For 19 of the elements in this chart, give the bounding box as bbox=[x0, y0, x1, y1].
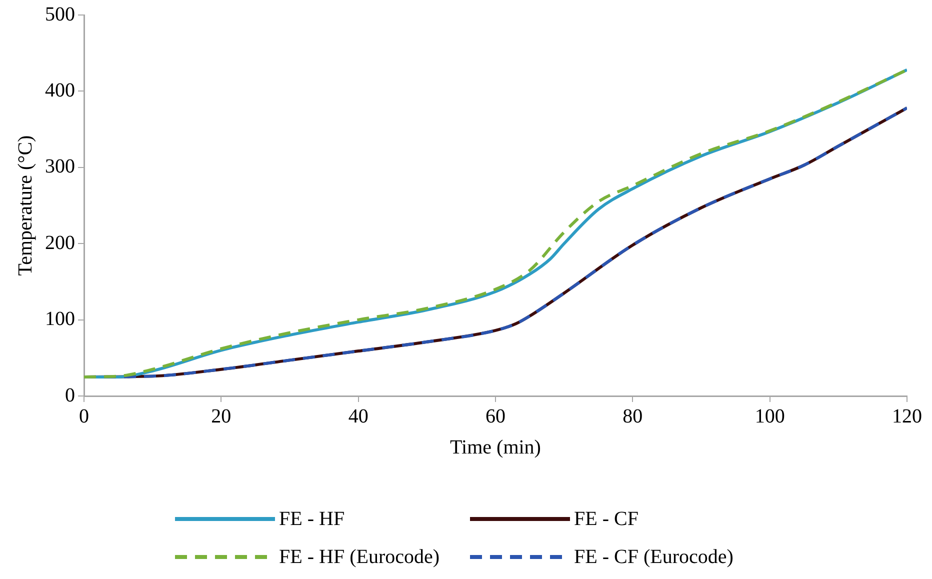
legend-label: FE - HF bbox=[279, 508, 345, 530]
y-axis-title: Temperature (°C) bbox=[14, 135, 36, 276]
x-tick-label: 60 bbox=[486, 405, 506, 428]
x-tick-label: 40 bbox=[348, 405, 368, 428]
legend-label: FE - CF (Eurocode) bbox=[574, 546, 734, 568]
y-tick-label: 0 bbox=[65, 384, 75, 406]
x-axis-title: Time (min) bbox=[450, 436, 541, 458]
x-tick-label: 20 bbox=[211, 405, 232, 428]
x-tick-label: 100 bbox=[754, 405, 785, 428]
x-tick-label: 0 bbox=[79, 405, 89, 428]
y-tick-label: 200 bbox=[45, 232, 75, 254]
y-tick-label: 100 bbox=[45, 308, 75, 330]
y-tick-label: 500 bbox=[45, 3, 75, 26]
x-tick-label: 80 bbox=[622, 405, 643, 428]
y-tick-label: 400 bbox=[45, 79, 75, 102]
y-tick-label: 300 bbox=[45, 156, 75, 178]
legend-label: FE - HF (Eurocode) bbox=[279, 546, 440, 568]
legend-label: FE - CF bbox=[574, 508, 638, 530]
x-tick-label: 120 bbox=[892, 405, 922, 428]
